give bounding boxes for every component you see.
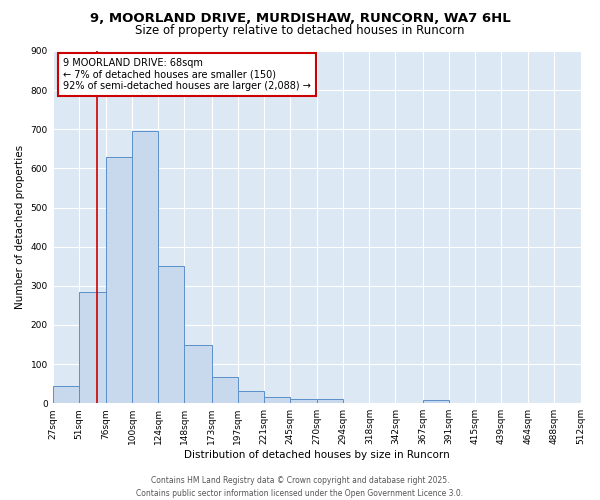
Bar — [290, 398, 317, 403]
Bar — [317, 400, 343, 403]
Bar — [264, 398, 290, 403]
Bar — [158, 266, 184, 403]
Bar — [132, 131, 158, 403]
Bar — [184, 346, 212, 403]
Bar — [212, 376, 238, 403]
Bar — [106, 156, 132, 403]
Bar — [79, 292, 106, 403]
Text: Contains HM Land Registry data © Crown copyright and database right 2025.
Contai: Contains HM Land Registry data © Crown c… — [136, 476, 464, 498]
Y-axis label: Number of detached properties: Number of detached properties — [15, 145, 25, 309]
Text: 9 MOORLAND DRIVE: 68sqm
← 7% of detached houses are smaller (150)
92% of semi-de: 9 MOORLAND DRIVE: 68sqm ← 7% of detached… — [63, 58, 311, 91]
Bar — [238, 390, 264, 403]
Text: Size of property relative to detached houses in Runcorn: Size of property relative to detached ho… — [135, 24, 465, 37]
Bar — [53, 386, 79, 403]
Text: 9, MOORLAND DRIVE, MURDISHAW, RUNCORN, WA7 6HL: 9, MOORLAND DRIVE, MURDISHAW, RUNCORN, W… — [89, 12, 511, 26]
Bar — [422, 400, 449, 403]
X-axis label: Distribution of detached houses by size in Runcorn: Distribution of detached houses by size … — [184, 450, 449, 460]
